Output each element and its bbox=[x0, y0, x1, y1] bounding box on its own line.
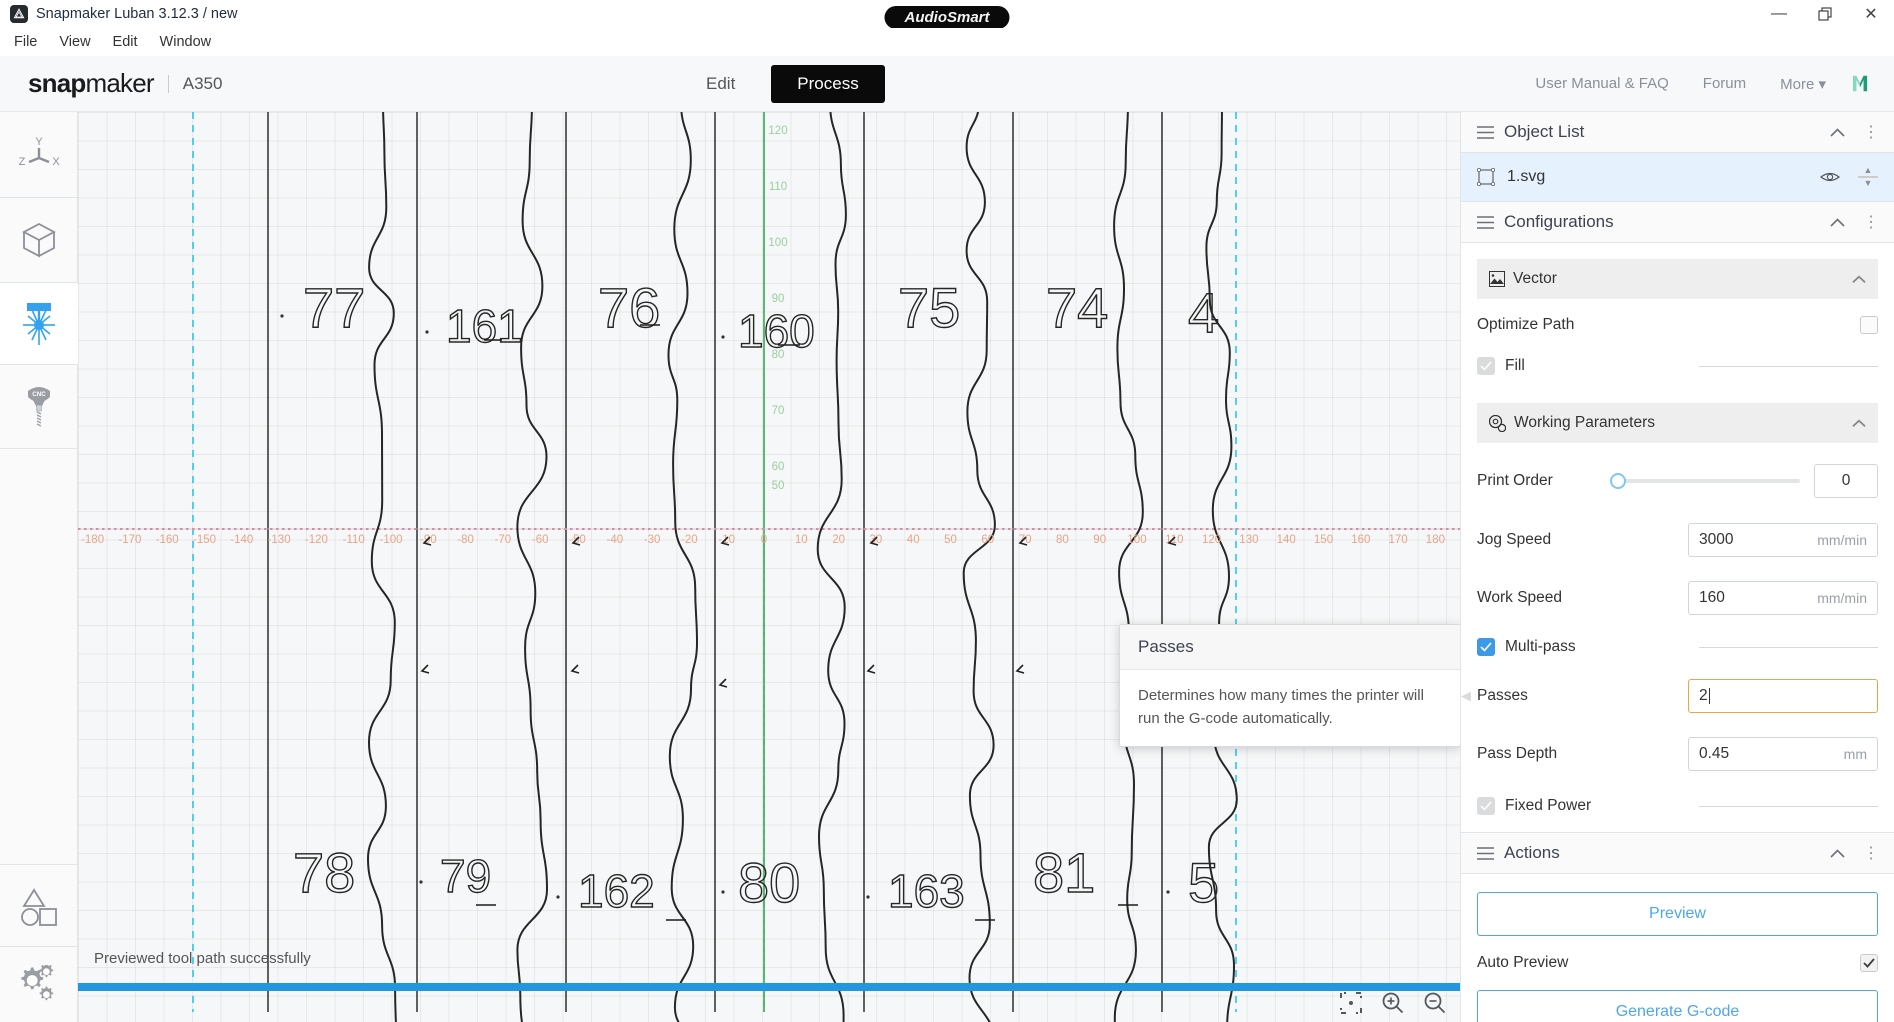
svg-text:90: 90 bbox=[1093, 534, 1106, 546]
svg-text:60: 60 bbox=[772, 461, 785, 473]
svg-text:4: 4 bbox=[1188, 281, 1219, 344]
svg-text:77: 77 bbox=[303, 276, 365, 339]
svg-text:163: 163 bbox=[888, 865, 965, 917]
svg-text:160: 160 bbox=[1351, 534, 1370, 546]
svg-text:70: 70 bbox=[772, 405, 785, 417]
svg-text:100: 100 bbox=[1127, 534, 1146, 546]
svg-text:CNC: CNC bbox=[32, 391, 46, 398]
svg-text:76: 76 bbox=[598, 276, 660, 339]
svg-text:180: 180 bbox=[1426, 534, 1445, 546]
svg-text:-180: -180 bbox=[81, 534, 104, 546]
svg-text:20: 20 bbox=[832, 534, 845, 546]
svg-text:Z: Z bbox=[19, 156, 26, 168]
svg-text:79: 79 bbox=[440, 850, 491, 902]
svg-text:-40: -40 bbox=[606, 534, 623, 546]
svg-text:160: 160 bbox=[738, 305, 815, 357]
svg-text:162: 162 bbox=[578, 865, 655, 917]
svg-text:-20: -20 bbox=[681, 534, 698, 546]
svg-text:-30: -30 bbox=[644, 534, 661, 546]
svg-text:-80: -80 bbox=[457, 534, 474, 546]
svg-text:-150: -150 bbox=[193, 534, 216, 546]
svg-text:80: 80 bbox=[738, 851, 800, 914]
svg-text:-140: -140 bbox=[230, 534, 253, 546]
svg-text:-130: -130 bbox=[268, 534, 291, 546]
svg-text:81: 81 bbox=[1033, 841, 1095, 904]
svg-text:-160: -160 bbox=[156, 534, 179, 546]
svg-text:Y: Y bbox=[35, 136, 43, 148]
svg-text:75: 75 bbox=[898, 276, 960, 339]
svg-text:-70: -70 bbox=[495, 534, 512, 546]
svg-text:-170: -170 bbox=[118, 534, 141, 546]
svg-text:60: 60 bbox=[981, 534, 994, 546]
svg-text:130: 130 bbox=[1239, 534, 1258, 546]
svg-text:40: 40 bbox=[907, 534, 920, 546]
svg-text:120: 120 bbox=[1202, 534, 1221, 546]
svg-text:140: 140 bbox=[1277, 534, 1296, 546]
svg-text:170: 170 bbox=[1389, 534, 1408, 546]
svg-text:80: 80 bbox=[1056, 534, 1069, 546]
svg-text:-60: -60 bbox=[532, 534, 549, 546]
svg-text:5: 5 bbox=[1188, 851, 1219, 914]
svg-text:110: 110 bbox=[769, 181, 787, 193]
svg-text:120: 120 bbox=[768, 125, 787, 137]
svg-text:-100: -100 bbox=[379, 534, 402, 546]
svg-text:78: 78 bbox=[293, 841, 355, 904]
svg-text:50: 50 bbox=[772, 480, 785, 492]
svg-text:-120: -120 bbox=[305, 534, 328, 546]
svg-text:50: 50 bbox=[944, 534, 957, 546]
svg-text:90: 90 bbox=[772, 293, 785, 305]
svg-text:150: 150 bbox=[1314, 534, 1333, 546]
svg-text:0: 0 bbox=[761, 534, 767, 546]
svg-text:X: X bbox=[52, 156, 60, 168]
svg-text:-110: -110 bbox=[343, 534, 365, 546]
svg-text:161: 161 bbox=[446, 300, 523, 352]
svg-text:100: 100 bbox=[768, 237, 787, 249]
svg-text:10: 10 bbox=[795, 534, 808, 546]
svg-text:74: 74 bbox=[1046, 276, 1108, 339]
